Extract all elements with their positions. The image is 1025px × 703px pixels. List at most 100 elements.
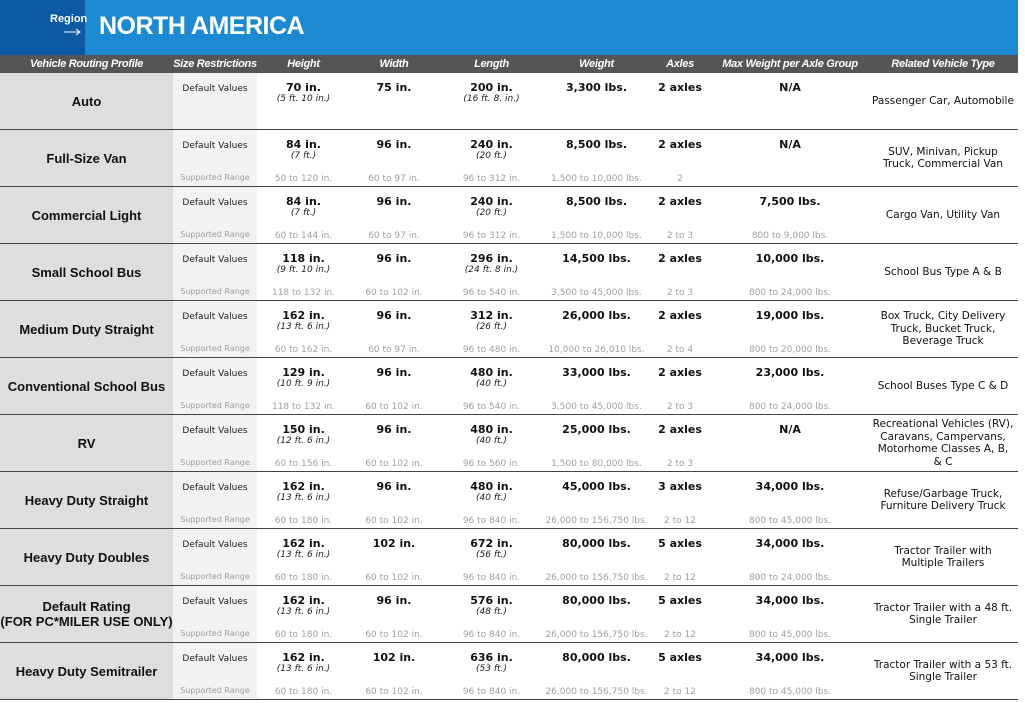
column-header: Vehicle Routing Profile <box>0 55 173 73</box>
default-label: Default Values <box>182 540 248 550</box>
length-cell: 312 in. (26 ft.) 96 to 480 in. <box>438 300 545 358</box>
default-value: N/A <box>779 81 801 94</box>
default-value: 70 in. <box>286 81 321 94</box>
supported-range: 2 to 12 <box>664 630 696 640</box>
default-value: 2 axles <box>658 309 702 322</box>
cell-box: 96 in. 60 to 102 in. <box>350 358 438 414</box>
column-header: Related Vehicle Type <box>868 55 1018 73</box>
related-cell: Refuse/Garbage Truck, Furniture Delivery… <box>868 471 1018 529</box>
related-cell: SUV, Minivan, Pickup Truck, Commercial V… <box>868 129 1018 187</box>
value-note: (13 ft. 6 in.) <box>276 607 331 617</box>
size-cell: Default Values Supported Range <box>173 414 257 472</box>
cell-box: 8,500 lbs. 1,500 to 10,000 lbs. <box>545 130 648 186</box>
size-cell: Default Values Supported Range <box>173 129 257 187</box>
default-value: 34,000 lbs. <box>755 537 825 550</box>
default-value: 480 in. <box>470 366 513 379</box>
default-value: 80,000 lbs. <box>562 651 631 664</box>
default-value: 200 in. <box>470 81 513 94</box>
supported-range: 800 to 45,000 lbs. <box>748 687 832 697</box>
default-value: 34,000 lbs. <box>755 480 825 493</box>
length-cell: 480 in. (40 ft.) 96 to 840 in. <box>438 471 545 529</box>
cell-box: 636 in. (53 ft.) 96 to 840 in. <box>438 643 545 699</box>
profile-cell: Commercial Light <box>0 186 173 244</box>
supported-range: 2 to 12 <box>664 573 696 583</box>
cell-box: 150 in. (12 ft. 6 in.) 60 to 156 in. <box>257 415 350 471</box>
default-value: 84 in. <box>286 195 321 208</box>
range-label: Supported Range <box>180 287 250 296</box>
supported-range: 96 to 840 in. <box>462 630 521 640</box>
value-note: (10 ft. 9 in.) <box>276 379 331 389</box>
default-value: 75 in. <box>376 81 412 94</box>
supported-range: 60 to 102 in. <box>365 402 423 412</box>
related-cell: Cargo Van, Utility Van <box>868 186 1018 244</box>
profile-cell: Heavy Duty Straight <box>0 471 173 529</box>
column-header: Weight <box>545 55 648 73</box>
width-cell: 96 in. 60 to 102 in. <box>350 414 438 472</box>
value-note: (40 ft.) <box>476 436 507 446</box>
cell-box: 162 in. (13 ft. 6 in.) 60 to 180 in. <box>257 643 350 699</box>
default-value: 34,000 lbs. <box>755 651 825 664</box>
cell-box: 84 in. (7 ft.) 60 to 144 in. <box>257 187 350 243</box>
profile-cell: Medium Duty Straight <box>0 300 173 358</box>
table-body: Auto Default Values 70 in. (5 ft. 10 in.) 75… <box>0 73 1018 700</box>
range-label: Supported Range <box>180 515 250 524</box>
cell-box: 200 in. (16 ft. 8. in.) <box>438 73 545 129</box>
width-cell: 102 in. 60 to 102 in. <box>350 642 438 700</box>
cell-box: 129 in. (10 ft. 9 in.) 118 to 132 in. <box>257 358 350 414</box>
related-cell: Passenger Car, Automobile <box>868 73 1018 130</box>
cell-box: 162 in. (13 ft. 6 in.) 60 to 180 in. <box>257 586 350 642</box>
cell-box: 34,000 lbs. 800 to 45,000 lbs. <box>712 472 868 528</box>
default-value: 34,000 lbs. <box>755 594 825 607</box>
table-row: Full-Size Van Default Values Supported Ran… <box>0 129 1018 187</box>
arrow-icon <box>64 28 81 36</box>
column-header: Width <box>350 55 438 73</box>
cell-box: N/A <box>712 130 868 186</box>
default-value: 96 in. <box>376 366 412 379</box>
height-cell: 162 in. (13 ft. 6 in.) 60 to 162 in. <box>257 300 350 358</box>
table-row: Commercial Light Default Values Supported … <box>0 186 1018 244</box>
profile-cell: Auto <box>0 73 173 130</box>
max_weight-cell: 19,000 lbs. 800 to 20,000 lbs. <box>712 300 868 358</box>
default-value: 8,500 lbs. <box>566 195 627 208</box>
value-note: (13 ft. 6 in.) <box>276 550 331 560</box>
cell-box: 672 in. (56 ft.) 96 to 840 in. <box>438 529 545 585</box>
default-value: 80,000 lbs. <box>562 594 631 607</box>
width-cell: 96 in. 60 to 97 in. <box>350 129 438 187</box>
cell-box: 19,000 lbs. 800 to 20,000 lbs. <box>712 301 868 357</box>
default-label: Default Values <box>182 426 248 436</box>
range-label: Supported Range <box>180 344 250 353</box>
supported-range: 800 to 20,000 lbs. <box>748 345 832 355</box>
height-cell: 84 in. (7 ft.) 60 to 144 in. <box>257 186 350 244</box>
value-note: (48 ft.) <box>476 607 507 617</box>
cell-box: 296 in. (24 ft. 8 in.) 96 to 540 in. <box>438 244 545 300</box>
height-cell: 150 in. (12 ft. 6 in.) 60 to 156 in. <box>257 414 350 472</box>
table-row: Heavy Duty Semitrailer Default Values Supp… <box>0 642 1018 700</box>
column-header: Length <box>438 55 545 73</box>
max_weight-cell: 10,000 lbs. 800 to 24,000 lbs. <box>712 243 868 301</box>
value-note: (53 ft.) <box>476 664 507 674</box>
value-note: (7 ft.) <box>290 151 317 161</box>
default-value: 3 axles <box>658 480 702 493</box>
profile-cell: Default Rating (FOR PC*MILER USE ONLY) <box>0 585 173 643</box>
table-row: Small School Bus Default Values Supported … <box>0 243 1018 301</box>
length-cell: 200 in. (16 ft. 8. in.) <box>438 73 545 130</box>
default-value: 2 axles <box>658 195 702 208</box>
default-value: 162 in. <box>282 594 325 607</box>
width-cell: 96 in. 60 to 102 in. <box>350 585 438 643</box>
default-value: 240 in. <box>470 138 513 151</box>
supported-range: 60 to 102 in. <box>365 687 423 697</box>
supported-range: 118 to 132 in. <box>271 402 336 412</box>
value-note: (56 ft.) <box>476 550 507 560</box>
cell-box: 162 in. (13 ft. 6 in.) 60 to 162 in. <box>257 301 350 357</box>
table-row: Medium Duty Straight Default Values Suppor… <box>0 300 1018 358</box>
cell-box: Default Values Supported Range <box>173 472 257 528</box>
supported-range: 800 to 24,000 lbs. <box>748 573 832 583</box>
default-value: 19,000 lbs. <box>755 309 825 322</box>
value-note: (5 ft. 10 in.) <box>276 94 331 104</box>
supported-range: 2 to 12 <box>664 687 696 697</box>
default-label: Default Values <box>182 141 248 151</box>
max_weight-cell: 7,500 lbs. 800 to 9,000 lbs. <box>712 186 868 244</box>
column-header-row: Vehicle Routing Profile Size Restrictions… <box>0 55 1018 73</box>
default-label: Default Values <box>182 84 248 94</box>
